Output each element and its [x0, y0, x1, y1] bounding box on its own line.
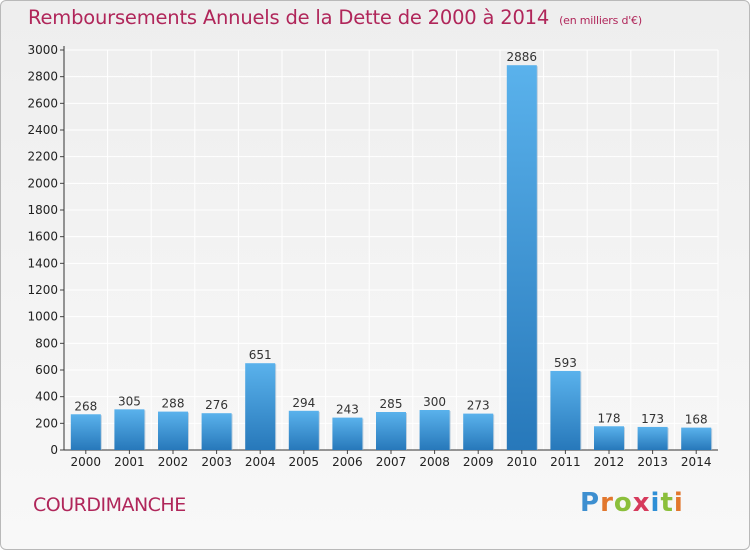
bar-2013 [637, 426, 668, 450]
bar-2001 [114, 409, 145, 450]
bar-2005 [288, 410, 319, 450]
x-tick-label: 2008 [419, 455, 450, 469]
bar-2010 [506, 65, 537, 450]
bar-2014 [681, 427, 712, 450]
value-label: 300 [423, 395, 446, 409]
y-tick-label: 600 [35, 363, 58, 377]
bar-2012 [594, 426, 624, 450]
value-label: 285 [380, 397, 403, 411]
y-tick-label: 1000 [27, 310, 58, 324]
x-tick-label: 2014 [681, 455, 712, 469]
bar-2008 [419, 410, 450, 450]
y-tick-label: 3000 [27, 43, 58, 57]
y-tick-label: 800 [35, 336, 58, 350]
bar-2007 [376, 412, 406, 450]
value-label: 294 [292, 396, 315, 410]
value-label: 276 [205, 398, 228, 412]
bar-2006 [332, 417, 363, 450]
labels: 0 200 400 600 800 1000 1200 1400 1600 1800 2000 220… [27, 43, 711, 469]
value-label: 651 [249, 348, 272, 362]
x-tick-label: 2006 [332, 455, 363, 469]
bar-2002 [158, 411, 188, 450]
y-tick-label: 1400 [27, 256, 58, 270]
value-label: 2886 [507, 50, 538, 64]
value-label: 268 [74, 399, 97, 413]
bar-2003 [201, 413, 232, 450]
x-tick-label: 2004 [245, 455, 276, 469]
commune-name: COURDIMANCHE [33, 494, 186, 516]
bar-2011 [550, 370, 581, 450]
y-tick-label: 2400 [27, 123, 58, 137]
x-tick-label: 2007 [376, 455, 407, 469]
chart-title: Remboursements Annuels de la Dette de 20… [28, 6, 642, 29]
value-label: 305 [118, 394, 141, 408]
x-tick-label: 2000 [71, 455, 102, 469]
value-label: 178 [598, 411, 621, 425]
value-label: 168 [685, 413, 708, 427]
value-label: 273 [467, 399, 490, 413]
grid-lines [60, 46, 719, 454]
x-tick-label: 2001 [114, 455, 145, 469]
bar-2004 [245, 363, 276, 450]
y-tick-label: 2600 [27, 96, 58, 110]
y-tick-label: 0 [50, 443, 58, 457]
x-tick-label: 2005 [289, 455, 320, 469]
value-label: 243 [336, 403, 359, 417]
bar-2009 [463, 413, 494, 450]
x-tick-label: 2002 [158, 455, 189, 469]
unit-subtitle: (en milliers d'€) [559, 14, 642, 27]
y-tick-label: 2000 [27, 176, 58, 190]
y-tick-label: 200 [35, 416, 58, 430]
x-tick-label: 2011 [550, 455, 581, 469]
y-tick-label: 1600 [27, 230, 58, 244]
x-tick-label: 2010 [507, 455, 538, 469]
y-tick-label: 2800 [27, 70, 58, 84]
y-tick-label: 400 [35, 390, 58, 404]
bars [70, 65, 713, 450]
proxiti-logo: Proxiti [580, 488, 684, 518]
value-label: 288 [162, 397, 185, 411]
x-tick-label: 2009 [463, 455, 494, 469]
y-tick-label: 2200 [27, 150, 58, 164]
x-tick-label: 2013 [637, 455, 668, 469]
value-label: 593 [554, 356, 577, 370]
title-text: Remboursements Annuels de la Dette de 20… [28, 6, 550, 29]
value-label: 173 [641, 412, 664, 426]
y-tick-label: 1200 [27, 283, 58, 297]
x-tick-label: 2003 [201, 455, 232, 469]
x-tick-label: 2012 [594, 455, 625, 469]
y-tick-label: 1800 [27, 203, 58, 217]
bar-2000 [70, 414, 101, 450]
